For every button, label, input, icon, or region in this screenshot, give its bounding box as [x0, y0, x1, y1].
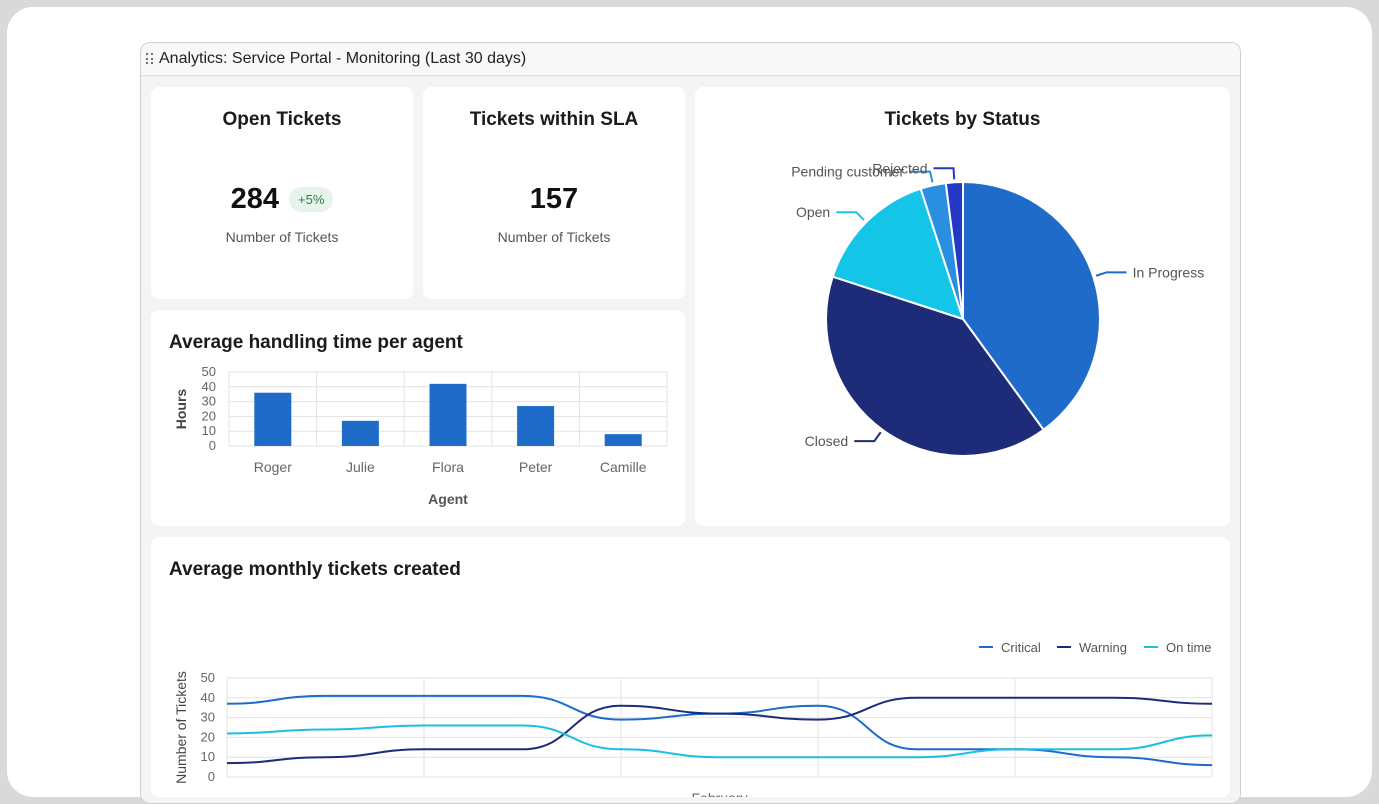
x-tick-label: Flora	[432, 459, 464, 475]
tickets-status-title: Tickets by Status	[884, 109, 1041, 130]
sla-tickets-title: Tickets within SLA	[469, 109, 639, 130]
window-titlebar[interactable]: Analytics: Service Portal - Monitoring (…	[141, 43, 1240, 76]
legend-label: Warning	[1079, 640, 1127, 655]
x-tick-label: Camille	[600, 459, 647, 475]
pie-slice	[944, 180, 964, 320]
y-tick-label: 10	[202, 423, 216, 438]
sla-tickets-value: 157	[529, 183, 579, 215]
y-tick-label: 30	[202, 394, 216, 409]
trend-badge: +5%	[289, 187, 334, 212]
series-line	[226, 724, 1213, 759]
open-tickets-card: Open Tickets 284 +5% Number of Tickets	[151, 87, 413, 299]
monthly-tickets-title: Average monthly tickets created	[169, 559, 461, 580]
slice-label: In Progress	[1133, 264, 1205, 280]
open-tickets-subtitle: Number of Tickets	[225, 229, 339, 245]
x-axis-label: February	[691, 790, 747, 797]
window-title: Analytics: Service Portal - Monitoring (…	[159, 50, 527, 67]
y-tick-label: 0	[209, 438, 216, 453]
leader-line	[836, 211, 865, 221]
y-tick-label: 40	[202, 379, 216, 394]
tickets-status-chart: In Progress Closed Open Pending customerRej…	[791, 160, 1205, 457]
y-tick-label: 20	[202, 408, 216, 423]
bar	[517, 406, 555, 446]
x-tick-label: Julie	[346, 459, 375, 475]
y-axis-label: Number of Tickets	[173, 671, 189, 784]
bar	[429, 383, 467, 446]
series-line	[226, 694, 1213, 767]
drag-handle-icon[interactable]	[146, 53, 154, 65]
y-tick-label: 0	[208, 769, 215, 784]
y-tick-label: 50	[201, 670, 215, 685]
slice-label: Closed	[805, 433, 849, 449]
monthly-tickets-chart: 0 10 20 30 40 50 Critical Warning On time Februar…	[173, 640, 1213, 797]
legend-label: On time	[1166, 640, 1212, 655]
leader-line	[1095, 271, 1127, 277]
handling-time-title: Average handling time per agent	[169, 332, 463, 353]
sla-tickets-card: Tickets within SLA 157 Number of Tickets	[423, 87, 685, 299]
y-tick-label: 40	[201, 690, 215, 705]
bar	[604, 434, 642, 446]
dashboard-window: Analytics: Service Portal - Monitoring (…	[140, 42, 1241, 804]
legend-label: Critical	[1001, 640, 1041, 655]
open-tickets-value: 284	[230, 183, 279, 215]
sla-tickets-subtitle: Number of Tickets	[497, 229, 611, 245]
series-line	[226, 696, 1213, 765]
tickets-status-card: Tickets by Status In Progress Closed Open P…	[695, 87, 1230, 526]
bar	[254, 392, 292, 446]
leader-line	[910, 170, 934, 183]
pie-slice	[825, 275, 1045, 457]
x-tick-label: Peter	[519, 459, 553, 475]
y-tick-label: 30	[201, 710, 215, 725]
leader-line	[933, 167, 956, 180]
y-tick-label: 10	[201, 749, 215, 764]
open-tickets-title: Open Tickets	[222, 109, 342, 130]
handling-time-card: Average handling time per agent 0 10 20 30 4…	[151, 310, 685, 526]
x-axis-label: Agent	[428, 491, 468, 507]
slice-label: Open	[796, 204, 830, 220]
y-tick-label: 20	[201, 729, 215, 744]
y-tick-label: 50	[202, 364, 216, 379]
leader-line	[854, 431, 882, 443]
bar	[341, 420, 379, 446]
x-tick-label: Roger	[254, 459, 292, 475]
slice-label: Pending customer	[791, 164, 904, 180]
y-axis-label: Hours	[173, 389, 189, 430]
monthly-tickets-card: Average monthly tickets created 0 10 20 30 4…	[151, 537, 1230, 797]
pie-slice	[962, 180, 1101, 432]
slice-label: Rejected	[872, 160, 927, 176]
